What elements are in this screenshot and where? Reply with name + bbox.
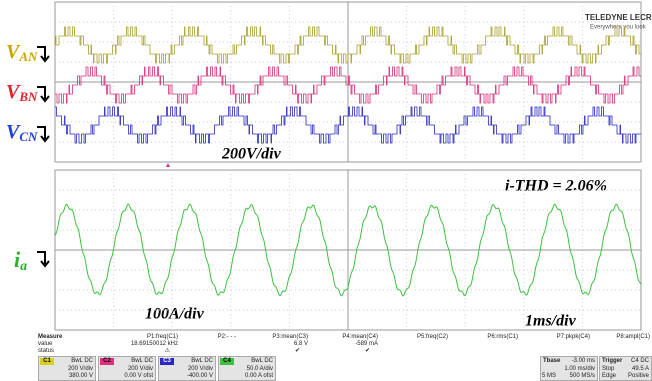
measure-name: P4:mean(C4) (342, 334, 378, 341)
measure-name: P6:rms(C1) (487, 334, 518, 341)
measure-status: ⚠ (165, 348, 170, 355)
ground-marker (37, 127, 49, 141)
measure-status: ✔ (365, 348, 370, 355)
trace-label-sub: BN (18, 89, 38, 104)
scope-display: TELEDYNE LECROY Everywhere you look 200V… (0, 0, 652, 333)
measure-row-label: value (38, 341, 52, 348)
ground-marker (37, 252, 49, 266)
channel-id: C2 (100, 358, 114, 365)
channel-coupling: BwL DC (71, 358, 93, 365)
channel-scale: 50.0 A/div (247, 366, 273, 373)
measure-name: P2:- - - (218, 334, 236, 341)
timebase-delay: -3.00 ms (572, 358, 595, 365)
channel-id: C1 (40, 358, 54, 365)
ground-marker (37, 47, 49, 61)
measure-name: P3:mean(C3) (272, 334, 308, 341)
measure-value: 6.8 V (294, 341, 308, 348)
timebase-rate: 500 MS/s (570, 373, 595, 380)
logo-brand: TELEDYNE LECROY (585, 13, 652, 22)
trace-label: VCN (6, 121, 38, 144)
thd: i-THD = 2.06% (505, 178, 607, 195)
measure-name: P5:freq(C2) (417, 334, 448, 341)
trigger-marker (166, 163, 170, 167)
measure-status: ✔ (295, 348, 300, 355)
time-scale: 1ms/div (525, 313, 577, 330)
channel-offset: -400.00 V (187, 373, 213, 380)
trigger-level: 49.5 A (632, 366, 649, 373)
measure-name: P1:freq(C1) (147, 334, 178, 341)
measure-row-label: Measure (38, 334, 62, 341)
channel-scale: 200 V/div (128, 366, 153, 373)
current-label-sub: a (20, 259, 27, 274)
channel-id: C4 (220, 358, 234, 365)
channel-coupling: BwL DC (251, 358, 273, 365)
measure-name: P8:ampl(C1) (616, 334, 650, 341)
logo-tagline: Everywhere you look (590, 25, 647, 31)
channel-scale: 200 V/div (188, 366, 213, 373)
current-scale: 100A/div (145, 306, 205, 323)
page: {"logo":{"brand":"TELEDYNE LECROY","tagl… (0, 0, 652, 381)
measure-value: 18.69150012 kHz (131, 341, 178, 348)
channel-offset: 0.00 V ofst (124, 373, 153, 380)
trace-label: VAN (6, 41, 38, 64)
measure-row-label: status (38, 348, 54, 355)
voltage-scale: 200V/div (221, 146, 282, 163)
trigger-slope: Positive (628, 373, 649, 380)
trace-label: VBN (6, 81, 38, 104)
trigger-source: C4 DC (631, 358, 649, 365)
channel-offset: 0.00 A ofst (245, 373, 273, 380)
ground-marker (37, 87, 49, 101)
measure-value: -589 mA (355, 341, 378, 348)
channel-coupling: BwL DC (131, 358, 153, 365)
channel-offset: 380.00 V (69, 373, 93, 380)
measure-name: P7:pkpk(C4) (557, 334, 590, 341)
trace-label-sub: CN (19, 129, 38, 144)
channel-scale: 200 V/div (68, 366, 93, 373)
channel-id: C3 (160, 358, 174, 365)
current-label: ia (14, 247, 27, 274)
trace-label-sub: AN (18, 49, 38, 64)
channel-coupling: BwL DC (191, 358, 213, 365)
timebase-scale: 1.00 ms/div (564, 366, 595, 373)
